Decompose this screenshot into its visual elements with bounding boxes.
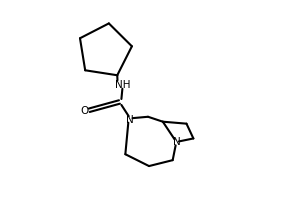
Text: NH: NH — [115, 80, 130, 90]
Text: N: N — [173, 137, 181, 147]
Text: O: O — [81, 106, 89, 116]
Text: N: N — [126, 115, 134, 125]
